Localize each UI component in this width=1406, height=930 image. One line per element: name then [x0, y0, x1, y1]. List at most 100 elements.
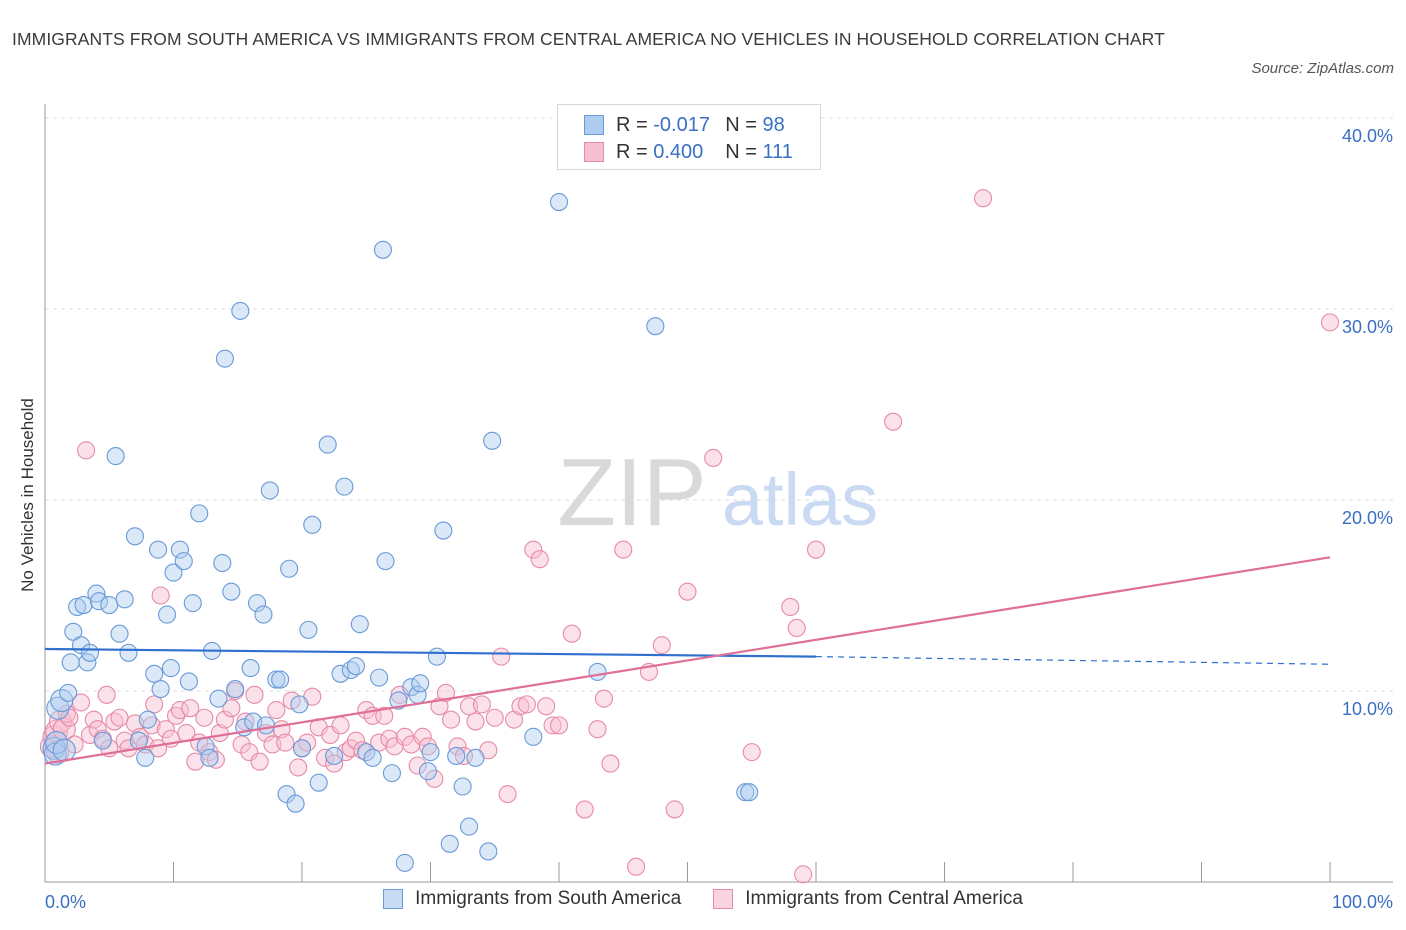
- point-south-america: [421, 743, 440, 762]
- point-south-america: [309, 773, 328, 792]
- point-central-america: [794, 865, 813, 884]
- point-central-america: [575, 800, 594, 819]
- point-south-america: [125, 527, 144, 546]
- point-south-america: [170, 540, 189, 559]
- grid-lines: [45, 117, 1393, 692]
- point-central-america: [84, 710, 103, 729]
- point-south-america: [115, 590, 134, 609]
- tick-labels: 10.0% 20.0% 30.0% 40.0% 0.0% 100.0%: [45, 126, 1393, 912]
- r-label: R =: [616, 140, 648, 163]
- point-south-america: [68, 597, 87, 617]
- point-south-america: [740, 783, 759, 802]
- point-south-america: [346, 657, 366, 676]
- point-central-america: [678, 582, 697, 601]
- point-south-america: [290, 695, 309, 714]
- legend-swatch-blue: [383, 889, 404, 909]
- point-central-america: [549, 716, 569, 735]
- watermark-atlas: atlas: [722, 458, 878, 541]
- point-central-america: [181, 699, 200, 718]
- point-central-america: [530, 550, 549, 569]
- point-south-america: [174, 552, 193, 571]
- trend-line-south-america: [44, 647, 817, 658]
- point-south-america: [588, 662, 607, 681]
- point-central-america: [781, 597, 800, 617]
- point-central-america: [498, 785, 517, 804]
- legend-item-central-america[interactable]: Immigrants from Central America: [713, 888, 1023, 910]
- point-central-america: [215, 710, 234, 729]
- chart-title: IMMIGRANTS FROM SOUTH AMERICA VS IMMIGRA…: [12, 29, 1165, 49]
- point-central-america: [524, 540, 543, 559]
- point-central-america: [614, 540, 633, 559]
- point-south-america: [260, 481, 279, 500]
- trend-lines: [44, 556, 1331, 765]
- n-value: 98: [762, 113, 785, 136]
- y-tick-label: 30.0%: [1342, 317, 1393, 337]
- legend-label: Immigrants from South America: [415, 888, 682, 909]
- point-south-america: [231, 301, 250, 320]
- legend-item-south-america[interactable]: Immigrants from South America: [383, 888, 681, 910]
- point-south-america: [363, 748, 382, 767]
- series-central-america: [39, 189, 1340, 884]
- point-central-america: [186, 752, 205, 771]
- point-central-america: [325, 754, 344, 773]
- point-south-america: [382, 764, 402, 783]
- point-central-america: [517, 695, 536, 714]
- point-central-america: [413, 727, 432, 746]
- watermark-zip: ZIP: [557, 439, 706, 546]
- point-central-america: [485, 708, 504, 727]
- point-central-america: [375, 706, 394, 725]
- point-south-america: [335, 477, 354, 496]
- r-label: R =: [616, 113, 648, 136]
- legend-swatch-blue: [584, 115, 604, 135]
- point-south-america: [286, 794, 305, 813]
- x-tick-label: 0.0%: [45, 892, 86, 912]
- point-central-america: [276, 733, 295, 752]
- point-south-america: [373, 240, 393, 259]
- point-south-america: [145, 664, 164, 683]
- point-central-america: [665, 800, 684, 819]
- point-central-america: [537, 697, 556, 716]
- point-south-america: [149, 540, 168, 559]
- point-central-america: [395, 727, 414, 746]
- y-tick-label: 40.0%: [1342, 126, 1393, 146]
- point-south-america: [136, 748, 155, 767]
- point-south-america: [447, 746, 466, 765]
- point-south-america: [200, 748, 219, 767]
- point-central-america: [787, 618, 806, 638]
- point-south-america: [106, 447, 125, 466]
- point-south-america: [100, 595, 119, 615]
- point-south-america: [52, 738, 76, 762]
- point-central-america: [370, 733, 389, 752]
- point-central-america: [206, 750, 225, 769]
- y-tick-label: 20.0%: [1342, 508, 1393, 528]
- point-south-america: [303, 515, 322, 534]
- point-central-america: [222, 699, 241, 718]
- point-central-america: [289, 758, 308, 777]
- point-central-america: [110, 708, 129, 727]
- point-south-america: [299, 620, 318, 639]
- point-south-america: [59, 683, 78, 702]
- point-south-america: [164, 563, 183, 582]
- trend-line-central-america: [44, 556, 1331, 765]
- point-south-america: [440, 834, 459, 853]
- point-south-america: [459, 817, 479, 836]
- point-central-america: [151, 586, 170, 605]
- n-label: N =: [725, 113, 757, 136]
- point-south-america: [89, 592, 109, 611]
- point-south-america: [190, 504, 209, 523]
- point-south-america: [466, 748, 485, 767]
- point-central-america: [806, 540, 826, 559]
- point-central-america: [448, 737, 467, 756]
- point-central-america: [425, 769, 444, 788]
- point-central-america: [588, 720, 607, 739]
- point-central-america: [245, 685, 264, 704]
- point-central-america: [331, 716, 350, 735]
- point-south-america: [215, 349, 234, 368]
- point-south-america: [222, 582, 241, 601]
- point-central-america: [543, 716, 562, 735]
- point-south-america: [80, 643, 100, 662]
- point-central-america: [594, 689, 614, 708]
- point-south-america: [350, 615, 369, 634]
- point-south-america: [402, 678, 421, 697]
- point-south-america: [226, 680, 245, 699]
